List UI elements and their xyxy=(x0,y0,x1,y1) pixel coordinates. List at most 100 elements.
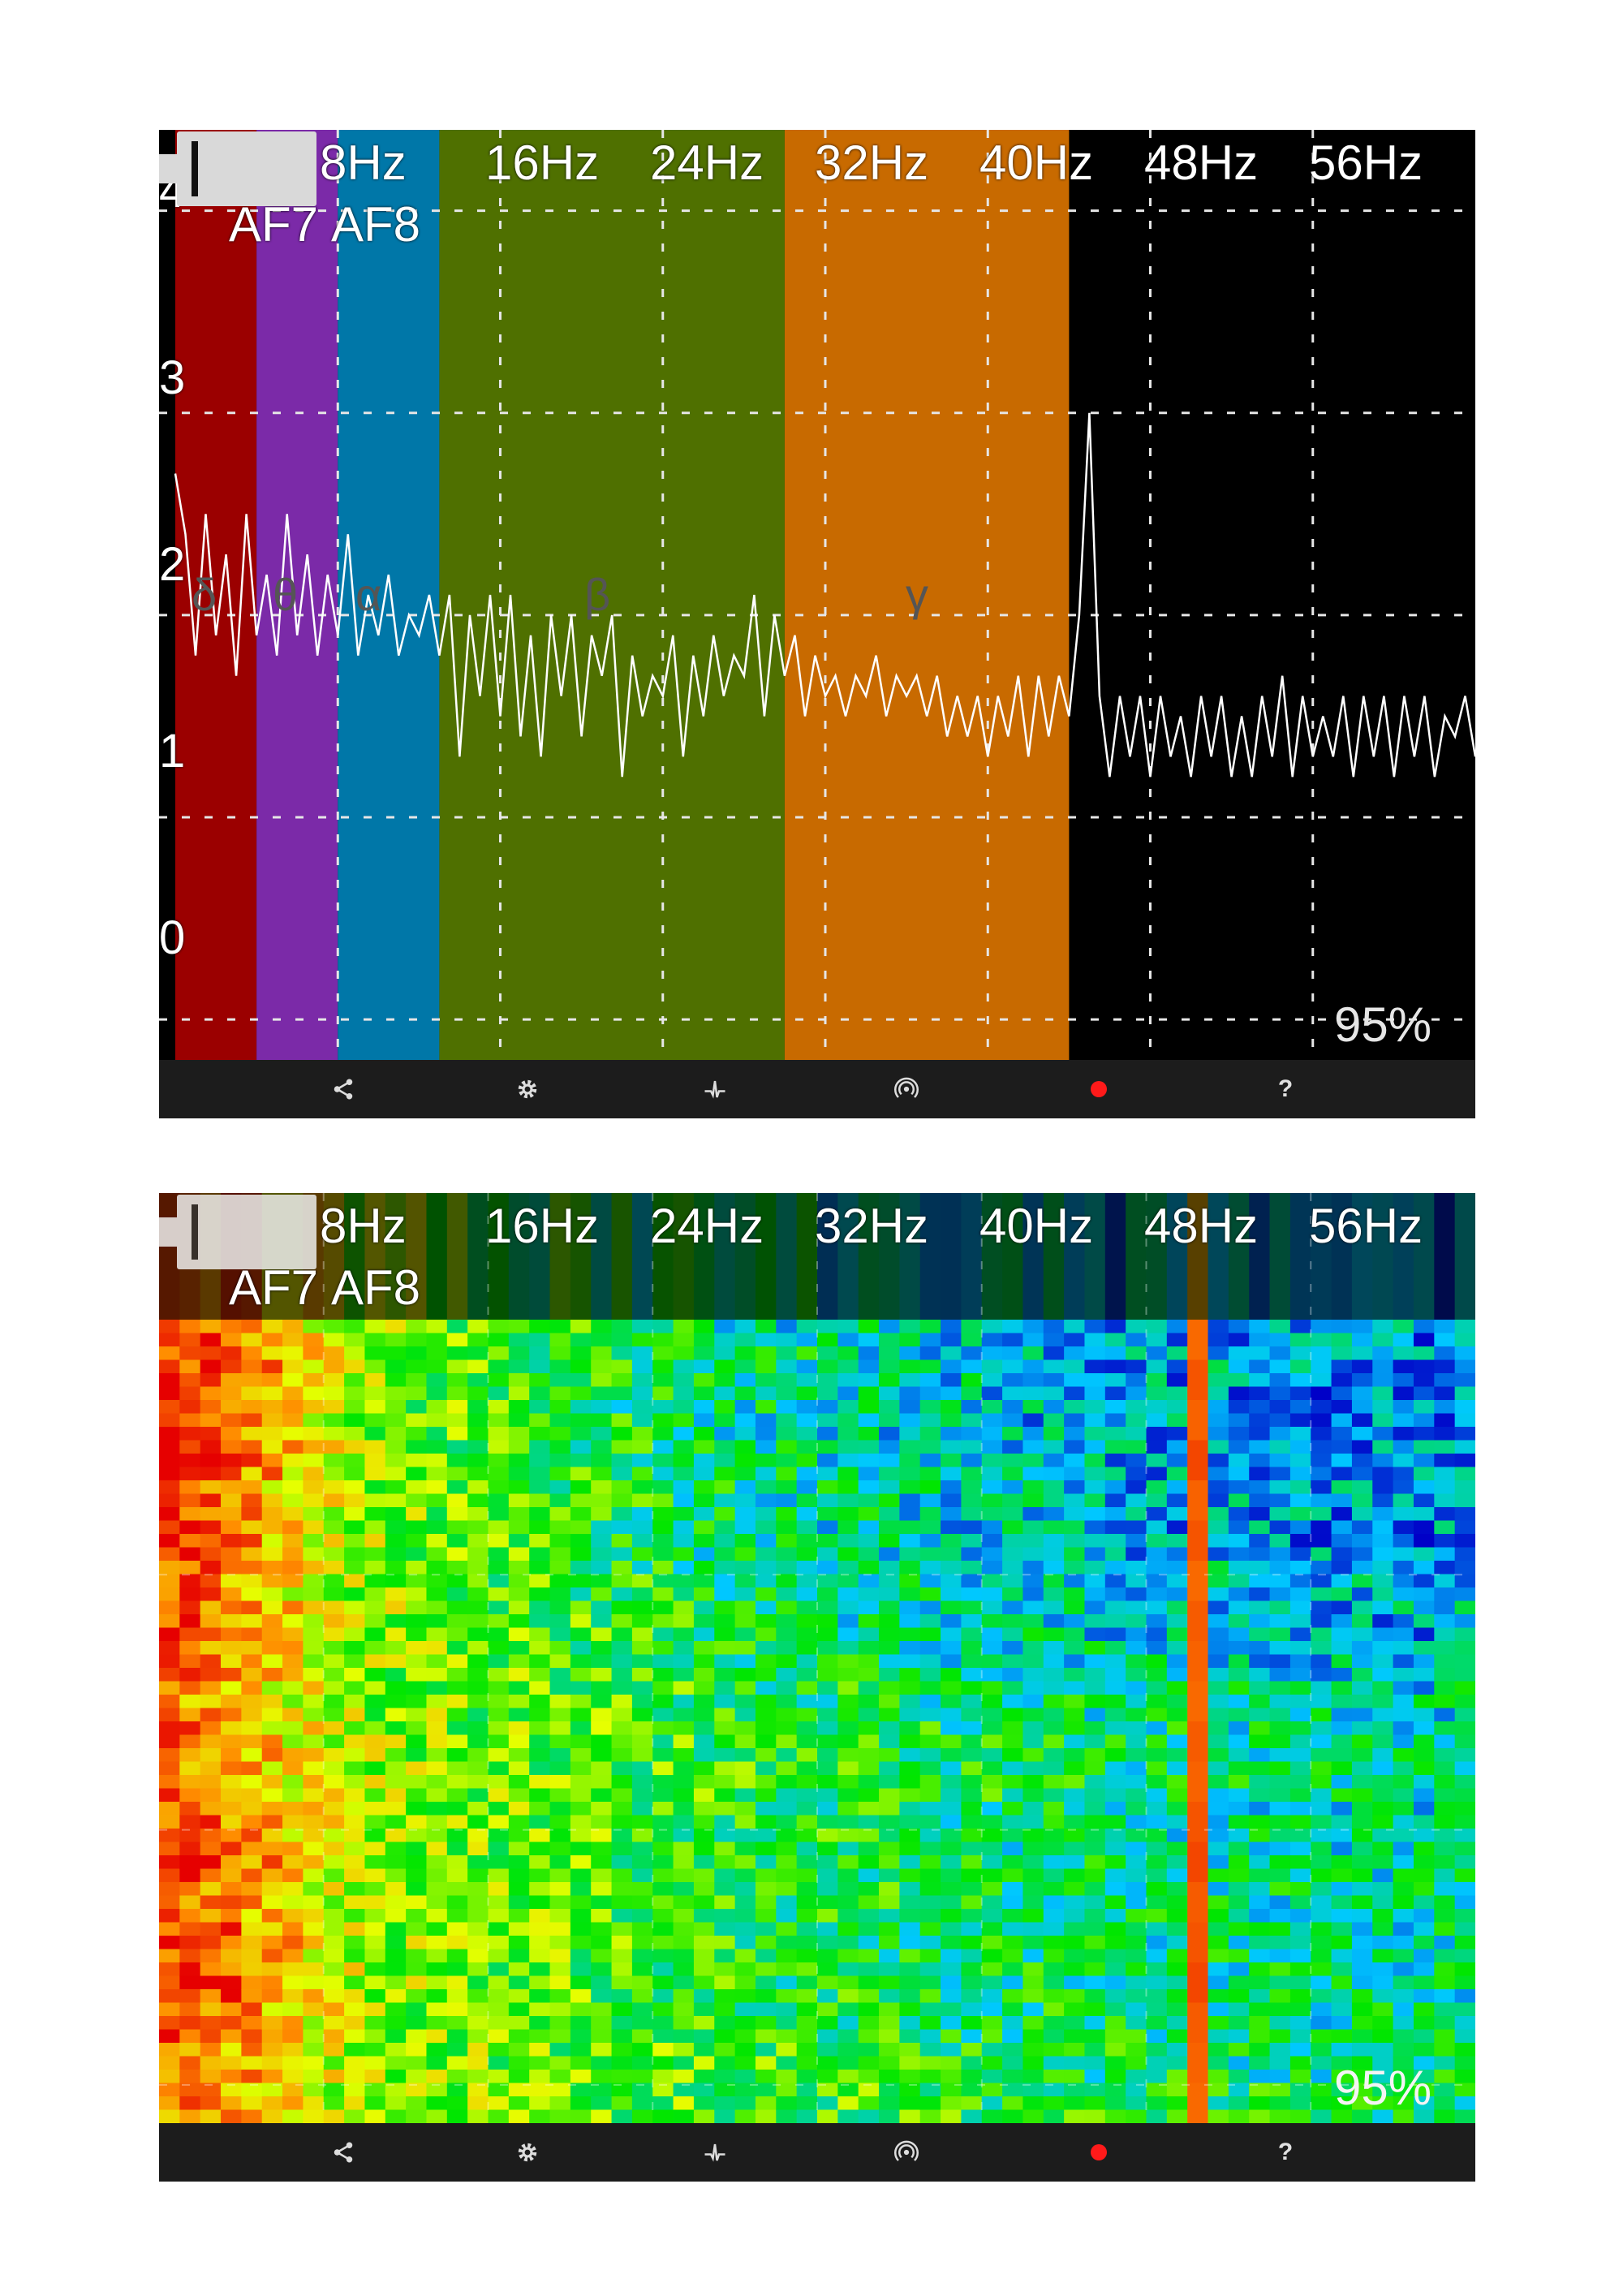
spectrogram-cell xyxy=(303,2096,325,2111)
spectrogram-cell xyxy=(817,1520,838,1535)
band-label-beta: β xyxy=(584,569,611,620)
spectrogram-cell xyxy=(549,1574,571,1588)
help-button[interactable]: ? xyxy=(1261,2130,1310,2175)
spectrogram-cell xyxy=(1372,1829,1394,1843)
spectrogram-cell xyxy=(488,1668,510,1682)
spectrogram-cell xyxy=(755,1829,777,1843)
spectrogram-cell xyxy=(1351,1761,1373,1776)
spectrogram-cell xyxy=(673,1454,695,1468)
spectrogram-cell xyxy=(879,1587,900,1602)
spectrogram-cell xyxy=(611,1320,633,1334)
spectrogram-cell xyxy=(1372,1641,1394,1656)
spectrogram-cell xyxy=(1372,1493,1394,1508)
spectrogram-cell xyxy=(941,1882,962,1897)
spectrogram-cell xyxy=(1434,1895,1456,1910)
spectrogram-cell xyxy=(1208,1440,1229,1454)
spectrogram-cell xyxy=(159,1346,180,1361)
spectrogram-cell xyxy=(899,1547,921,1562)
spectrogram-cell xyxy=(1434,1480,1456,1495)
spectrogram-cell xyxy=(919,1681,941,1695)
spectrogram-cell xyxy=(200,1815,222,1829)
spectrogram-cell xyxy=(1002,1654,1024,1669)
spectrogram-cell xyxy=(179,1627,201,1642)
spectrogram-cell xyxy=(221,1922,242,1936)
spectrogram-cell xyxy=(899,2043,921,2057)
spectrogram-cell xyxy=(1064,1427,1086,1441)
spectrogram-cell xyxy=(1269,1440,1291,1454)
spectrogram-cell xyxy=(899,1668,921,1682)
spectrogram-cell xyxy=(1331,2043,1353,2057)
spectrogram-cell xyxy=(1372,1681,1394,1695)
y-tick-label-3: 3 xyxy=(159,351,186,404)
spectrogram-cell xyxy=(899,1627,921,1642)
spectrogram-cell xyxy=(776,1373,798,1388)
spectrogram-cell xyxy=(241,1654,263,1669)
spectrogram-cell xyxy=(1187,1721,1209,1736)
spectrogram-cell xyxy=(1187,1975,1209,1990)
spectrogram-cell xyxy=(303,1829,325,1843)
spectrogram-cell xyxy=(796,1788,818,1803)
spectrogram-cell xyxy=(467,1802,489,1816)
spectrogram-cell xyxy=(241,1842,263,1856)
signal-button[interactable] xyxy=(691,1066,739,1112)
spectrogram-cell xyxy=(323,2096,345,2111)
spectrogram-cell xyxy=(1146,1895,1168,1910)
spectrogram-cell xyxy=(837,1748,859,1763)
share-button[interactable] xyxy=(319,2130,368,2175)
broadcast-button[interactable] xyxy=(882,1066,931,1112)
spectrogram-cell xyxy=(1413,1895,1435,1910)
spectrogram-cell xyxy=(1454,2002,1475,2017)
spectrogram-cell xyxy=(179,1868,201,1883)
spectrogram-cell xyxy=(406,1346,428,1361)
spectrogram-cell xyxy=(344,1949,366,1963)
spectrogram-cell xyxy=(406,1829,428,1843)
spectrogram-cell xyxy=(1351,1587,1373,1602)
spectrogram-cell xyxy=(1393,1547,1414,1562)
spectrogram-cell xyxy=(406,1708,428,1722)
spectrogram-cell xyxy=(446,1386,468,1401)
spectrogram-cell xyxy=(714,1748,736,1763)
spectrogram-cell xyxy=(1393,1949,1414,1963)
spectrogram-cell xyxy=(1208,2056,1229,2070)
spectrogram-cell xyxy=(446,1333,468,1347)
spectrogram-cell xyxy=(241,2002,263,2017)
share-button[interactable] xyxy=(319,1066,368,1112)
spectrogram-cell xyxy=(159,2029,180,2044)
spectrogram-cell xyxy=(241,1454,263,1468)
record-button[interactable] xyxy=(1074,2130,1123,2175)
record-button[interactable] xyxy=(1074,1066,1123,1112)
signal-button[interactable] xyxy=(691,2130,739,2175)
spectrogram-cell xyxy=(961,1668,983,1682)
spectrogram-cell xyxy=(1084,1761,1106,1776)
spectrogram-cell xyxy=(1126,1561,1147,1575)
spectrogram-cell xyxy=(385,1936,407,1950)
broadcast-button[interactable] xyxy=(882,2130,931,2175)
spectrogram-cell xyxy=(858,1346,880,1361)
spectrogram-cell xyxy=(714,1440,736,1454)
spectrogram-cell xyxy=(1269,2096,1291,2111)
spectrogram-cell xyxy=(1208,1829,1229,1843)
settings-button[interactable] xyxy=(503,2130,552,2175)
spectrogram-cell xyxy=(1393,1493,1414,1508)
spectrogram-cell xyxy=(1064,1829,1086,1843)
spectrogram-cell xyxy=(1146,1534,1168,1549)
spectrogram-cell xyxy=(591,1708,613,1722)
spectrogram-cell xyxy=(179,1507,201,1522)
spectrogram-cell xyxy=(570,1962,592,1977)
band-label-alpha: α xyxy=(355,569,382,620)
spectrogram-cell xyxy=(1269,1922,1291,1936)
spectrogram-cell xyxy=(1289,2002,1311,2017)
spectrogram-cell xyxy=(899,1855,921,1870)
spectrogram-cell xyxy=(282,1681,304,1695)
spectrogram-cell xyxy=(1043,1333,1065,1347)
spectrogram-cell xyxy=(1187,1936,1209,1950)
spectrogram-cell xyxy=(1187,2083,1209,2097)
spectrogram-cell xyxy=(837,1427,859,1441)
spectrogram-cell xyxy=(200,1547,222,1562)
spectrogram-cell xyxy=(899,1895,921,1910)
settings-button[interactable] xyxy=(503,1066,552,1112)
spectrogram-cell xyxy=(611,1614,633,1629)
spectrogram-cell xyxy=(344,1587,366,1602)
help-button[interactable]: ? xyxy=(1261,1066,1310,1112)
spectrogram-cell xyxy=(837,1829,859,1843)
